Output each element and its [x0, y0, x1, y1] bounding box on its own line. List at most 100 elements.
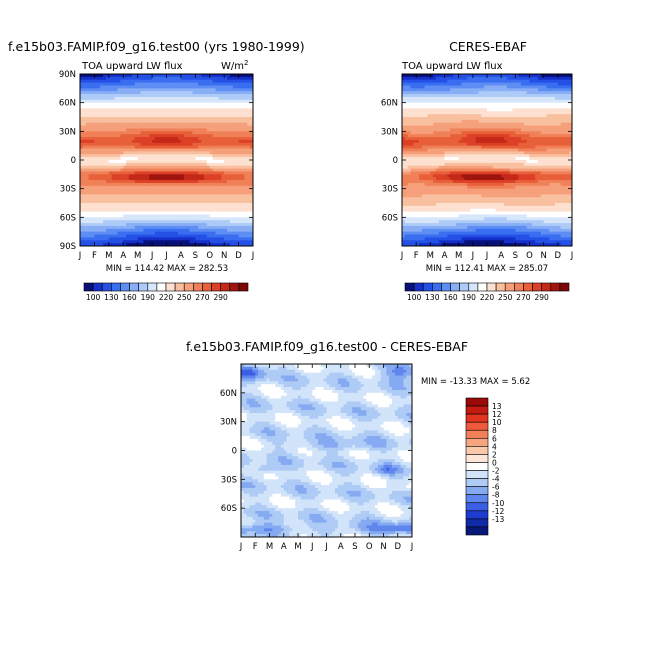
model-cell: [134, 197, 139, 201]
model-cell: [229, 139, 234, 144]
model-cell: [195, 177, 199, 181]
obs-cell: [521, 119, 525, 124]
model-cell: [160, 243, 165, 247]
model-cell: [123, 122, 127, 126]
model-cell: [241, 208, 245, 212]
model-cell: [146, 122, 150, 126]
obs-cell: [427, 76, 431, 81]
model-cell: [215, 131, 219, 135]
model-cell: [100, 231, 104, 235]
model-cell: [140, 145, 144, 149]
obs-cell: [492, 119, 496, 124]
model-cell: [201, 174, 205, 178]
colorbar-model: 100 130 160 190 220 250 270 290: [83, 282, 249, 302]
model-cell: [166, 142, 170, 147]
model-cell: [103, 145, 107, 149]
model-cell: [203, 234, 208, 238]
obs-cell: [467, 114, 471, 118]
model-cell: [169, 94, 173, 98]
obs-cell: [461, 111, 465, 115]
model-cell: [235, 94, 239, 98]
model-cell: [114, 76, 118, 81]
model-cell: [97, 117, 101, 121]
model-cell: [157, 142, 162, 147]
model-cell: [247, 99, 251, 104]
model-cell: [85, 128, 90, 132]
obs-cell: [470, 88, 474, 92]
model-cell: [209, 191, 214, 195]
model-cell: [224, 94, 228, 98]
model-cell: [134, 223, 139, 227]
obs-cell: [552, 91, 556, 95]
model-cell: [131, 117, 136, 121]
model-cell: [212, 151, 216, 155]
obs-cell: [501, 76, 505, 81]
model-cell: [105, 171, 110, 175]
model-cell: [221, 211, 225, 215]
model-cell: [163, 148, 167, 152]
model-cell: [82, 88, 87, 92]
model-cell: [209, 180, 214, 184]
model-cell: [80, 148, 84, 152]
model-cell: [166, 114, 170, 118]
model-cell: [134, 200, 139, 204]
model-cell: [229, 125, 234, 129]
model-cell: [140, 108, 144, 112]
model-cell: [143, 243, 147, 247]
model-cell: [241, 82, 245, 86]
obs-cell: [481, 105, 485, 109]
obs-cell: [436, 85, 440, 89]
model-cell: [143, 145, 147, 149]
model-cell: [140, 76, 144, 81]
model-cell: [189, 142, 193, 147]
model-cell: [80, 228, 84, 233]
model-cell: [235, 111, 239, 115]
model-cell: [91, 99, 95, 104]
model-cell: [192, 223, 196, 227]
obs-cell: [410, 76, 414, 81]
obs-cell: [427, 117, 431, 121]
model-cell: [175, 148, 179, 152]
model-cell: [114, 205, 118, 210]
model-cell: [250, 237, 254, 241]
model-cell: [232, 168, 237, 172]
model-cell: [140, 131, 144, 135]
model-cell: [103, 94, 107, 98]
obs-cell: [441, 85, 445, 89]
obs-cell: [549, 111, 553, 115]
model-cell: [97, 188, 101, 192]
model-cell: [169, 197, 173, 201]
model-cell: [241, 131, 245, 135]
model-cell: [235, 122, 239, 126]
obs-cell: [569, 85, 573, 89]
model-cell: [186, 94, 190, 98]
model-cell: [172, 200, 176, 204]
model-cell: [117, 228, 121, 233]
model-cell: [180, 94, 185, 98]
model-cell: [111, 131, 115, 135]
model-cell: [154, 137, 159, 141]
obs-cell: [453, 94, 457, 98]
model-cell: [218, 131, 222, 135]
model-cell: [114, 208, 118, 212]
obs-cell: [444, 128, 448, 132]
model-cell: [186, 160, 190, 164]
model-cell: [88, 131, 92, 135]
model-cell: [114, 237, 118, 241]
model-cell: [215, 171, 219, 175]
obs-cell: [535, 117, 539, 121]
obs-cell: [470, 82, 474, 86]
obs-cell: [427, 131, 431, 135]
obs-cell: [552, 76, 556, 81]
model-cell: [126, 105, 130, 109]
model-cell: [94, 142, 98, 147]
model-cell: [175, 82, 179, 86]
model-cell: [117, 76, 121, 81]
obs-cell: [475, 122, 479, 126]
model-cell: [203, 154, 208, 158]
model-cell: [198, 205, 202, 210]
model-cell: [108, 99, 113, 104]
model-cell: [201, 217, 205, 221]
model-cell: [206, 114, 211, 118]
model-cell: [91, 139, 95, 144]
